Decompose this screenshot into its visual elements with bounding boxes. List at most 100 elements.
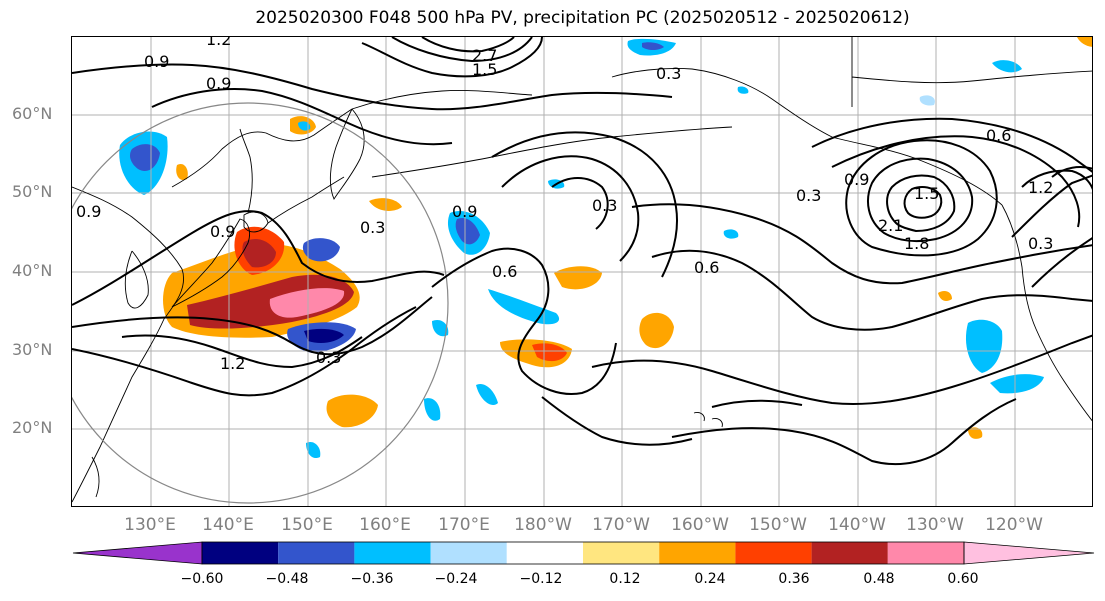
contour-label-10: 0.3 [592, 196, 617, 215]
coast-siberia-north [351, 90, 533, 110]
contour-label-3: 0.9 [206, 74, 231, 93]
precip-blob-dateline [554, 266, 602, 290]
colorbar-segment [202, 542, 279, 564]
colorbar-segment [887, 542, 964, 564]
contour-east-high-3 [886, 174, 956, 233]
colorbar-segment [506, 542, 583, 564]
contour-low-2 [671, 398, 1017, 466]
precip-neg-165e [432, 319, 449, 337]
contour-label-11: 0.6 [694, 258, 719, 277]
precip-neg-155e [306, 441, 321, 459]
precip-blob-160w [639, 312, 674, 349]
contour-label-21: 0.3 [316, 348, 341, 367]
colorbar-tick-9: 0.48 [863, 571, 895, 587]
coast-hawaii [693, 412, 723, 428]
gridlines [72, 37, 1092, 506]
pv-contours [72, 37, 1092, 466]
lat-label-30n: 30°N [12, 340, 53, 359]
contour-label-14: 2.1 [878, 216, 903, 235]
contour-label-4: 2.7 [472, 46, 497, 65]
contour-west-2 [72, 296, 433, 356]
coast-japan [171, 218, 251, 308]
contour-label-5: 1.5 [472, 60, 497, 79]
coast-alaska [611, 68, 1003, 206]
precip-blob-135w [938, 291, 952, 301]
colorbar-tick-3: −0.36 [350, 571, 394, 587]
contour-east-1 [831, 135, 1081, 228]
contour-low-3 [541, 396, 803, 446]
colorbar-segment [659, 542, 736, 564]
precip-neg-canada [992, 60, 1022, 73]
colorbar-segment [430, 542, 507, 564]
colorbar-tick-4: −0.24 [434, 571, 478, 587]
lat-label-40n: 40°N [12, 261, 53, 280]
contour-label-15: 1.5 [914, 184, 939, 203]
contour-north-2 [151, 88, 453, 146]
coast-korea [124, 250, 149, 309]
precip-band-max [269, 288, 345, 318]
lon-label-120w: 120°W [985, 515, 1043, 535]
contour-north-4 [391, 37, 533, 63]
lat-label-50n: 50°N [12, 182, 53, 201]
coast-aleutian [371, 126, 733, 178]
colorbar-outline [201, 541, 965, 565]
contour-label-9: 0.6 [492, 262, 517, 281]
precip-neg-small1 [723, 229, 739, 239]
coast-kamchatka [329, 108, 365, 200]
precip-positive-shading [163, 37, 1092, 439]
contour-east-high-2 [867, 157, 974, 242]
precip-neg-170e [424, 398, 441, 421]
lon-label-160w: 160°W [671, 515, 729, 535]
contour-na-1 [1031, 237, 1092, 288]
contour-label-19: 0.3 [1028, 234, 1053, 253]
contour-west-1 [72, 210, 445, 306]
precip-blob-130w [968, 427, 983, 439]
colorbar-segment [354, 542, 431, 564]
coast-canada-north [851, 37, 1092, 107]
colorbar-tick-5: −0.12 [519, 571, 563, 587]
precip-negative-shading [119, 38, 1044, 459]
precip-neg-sakhalin [302, 238, 340, 262]
contour-label-18: 1.2 [1028, 178, 1053, 197]
lon-label-150w: 150°W [749, 515, 807, 535]
colorbar-extend-high [963, 541, 1095, 565]
coast-philippines [91, 456, 100, 498]
contour-north-3 [361, 37, 543, 78]
colorbar-tick-2: −0.48 [265, 571, 309, 587]
coast-na-west [1001, 204, 1092, 422]
coastlines [72, 37, 1092, 503]
precip-neg-small3 [737, 86, 749, 94]
precip-neg-small4 [298, 121, 311, 131]
precip-neg-pnw [965, 319, 1003, 373]
precip-blob-175w-core [532, 343, 567, 362]
contour-label-6: 0.3 [656, 64, 681, 83]
precip-blob-nw [176, 163, 188, 181]
lon-label-140e: 140°E [202, 515, 254, 535]
precip-blob-165e [326, 394, 378, 428]
lon-label-130e: 130°E [124, 515, 176, 535]
coast-asia-east [72, 186, 184, 503]
lon-label-170w: 170°W [592, 515, 650, 535]
lon-label-160e: 160°E [359, 515, 411, 535]
contour-east-5 [1051, 166, 1092, 178]
contour-low-1 [591, 334, 1092, 406]
contour-labels: 1.2 0.9 0.9 2.7 1.5 0.3 0.3 0.9 0.6 0.3 … [76, 37, 1053, 373]
colorbar-tick-10: 0.60 [947, 571, 979, 587]
colorbar-segment [583, 542, 660, 564]
contour-east-4 [1021, 169, 1092, 191]
contour-label-17: 0.6 [986, 126, 1011, 145]
colorbar-tick-8: 0.36 [778, 571, 810, 587]
contour-mid-2 [501, 155, 640, 262]
coast-sakhalin [239, 128, 253, 214]
contour-0.3-long [631, 203, 1092, 285]
contour-label-22: 0.9 [76, 202, 101, 221]
colorbar-tick-1: −0.60 [180, 571, 224, 587]
contour-0.6-long [651, 249, 1092, 331]
contour-east-3 [1011, 174, 1092, 238]
precip-blob-japan-core [242, 238, 276, 268]
colorbar-segment [278, 542, 355, 564]
precip-neg-baja [990, 374, 1044, 394]
colorbar-segment [811, 542, 888, 564]
precip-neg-180 [476, 383, 498, 405]
contour-west-4 [121, 334, 363, 369]
